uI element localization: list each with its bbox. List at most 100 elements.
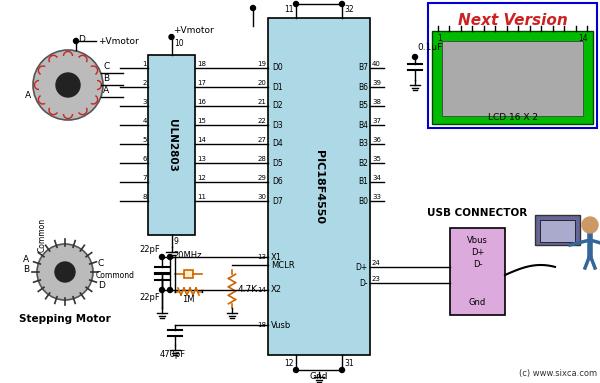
- Text: B: B: [103, 74, 109, 83]
- Text: PIC18F4550: PIC18F4550: [314, 149, 324, 224]
- Text: 0.1uF: 0.1uF: [417, 43, 442, 52]
- Text: 16: 16: [197, 99, 206, 105]
- Text: 30: 30: [257, 194, 266, 200]
- Circle shape: [413, 54, 418, 59]
- Circle shape: [160, 254, 164, 260]
- Circle shape: [74, 39, 79, 44]
- Circle shape: [340, 2, 344, 7]
- Text: Vbus: Vbus: [467, 236, 488, 245]
- Text: 1: 1: [143, 61, 147, 67]
- Text: 17: 17: [197, 80, 206, 86]
- Text: 29: 29: [257, 175, 266, 181]
- Text: 21: 21: [257, 99, 266, 105]
- Text: D5: D5: [272, 159, 283, 167]
- Bar: [540, 220, 575, 242]
- Text: B0: B0: [358, 196, 368, 206]
- Text: 34: 34: [372, 175, 381, 181]
- Text: D2: D2: [272, 101, 283, 111]
- Text: +Vmotor: +Vmotor: [253, 0, 294, 2]
- Text: C: C: [98, 260, 104, 268]
- Text: 11: 11: [197, 194, 206, 200]
- Text: Common: Common: [37, 218, 47, 252]
- Text: Next Version: Next Version: [458, 13, 568, 28]
- Text: B: B: [23, 265, 29, 273]
- Text: 20: 20: [257, 80, 266, 86]
- Text: A: A: [23, 255, 29, 265]
- Text: +Vmotor: +Vmotor: [98, 36, 139, 46]
- Text: B6: B6: [358, 82, 368, 92]
- Text: 31: 31: [344, 358, 353, 368]
- Text: +Vmotor: +Vmotor: [173, 26, 214, 35]
- Text: D4: D4: [272, 139, 283, 149]
- Text: 8: 8: [143, 194, 147, 200]
- Text: MCLR: MCLR: [271, 260, 295, 270]
- Circle shape: [582, 217, 598, 233]
- Text: 22pF: 22pF: [139, 293, 160, 303]
- Text: 11: 11: [284, 5, 294, 15]
- Circle shape: [340, 368, 344, 373]
- Bar: [450, 228, 505, 315]
- Bar: [442, 41, 583, 116]
- Text: 36: 36: [372, 137, 381, 143]
- Text: 35: 35: [372, 156, 381, 162]
- Bar: [148, 55, 195, 235]
- Text: D3: D3: [272, 121, 283, 129]
- Text: D: D: [98, 282, 105, 290]
- Text: D: D: [78, 36, 85, 44]
- Text: 10: 10: [175, 39, 184, 47]
- Text: 7: 7: [143, 175, 147, 181]
- Text: 14: 14: [578, 34, 588, 43]
- Text: 40: 40: [372, 61, 381, 67]
- Text: B2: B2: [358, 159, 368, 167]
- Text: D-: D-: [473, 260, 482, 269]
- Text: B4: B4: [358, 121, 368, 129]
- Text: D7: D7: [272, 196, 283, 206]
- Bar: [535, 215, 580, 245]
- Text: 6: 6: [143, 156, 147, 162]
- Text: Gnd: Gnd: [310, 372, 328, 381]
- Circle shape: [167, 254, 173, 260]
- Text: Vusb: Vusb: [271, 321, 291, 329]
- Text: D6: D6: [272, 177, 283, 187]
- Text: 27: 27: [257, 137, 266, 143]
- Text: X1: X1: [271, 252, 282, 262]
- Text: 24: 24: [372, 260, 381, 266]
- Circle shape: [169, 34, 174, 39]
- Text: 20MHz: 20MHz: [174, 250, 202, 260]
- Text: B7: B7: [358, 64, 368, 72]
- Text: 22: 22: [257, 118, 266, 124]
- Text: 28: 28: [257, 156, 266, 162]
- Text: B1: B1: [358, 177, 368, 187]
- Text: 38: 38: [372, 99, 381, 105]
- Circle shape: [167, 288, 173, 293]
- Circle shape: [37, 244, 93, 300]
- Text: 470pF: 470pF: [160, 350, 186, 359]
- Text: D+: D+: [471, 248, 484, 257]
- Text: 13: 13: [257, 254, 266, 260]
- Text: 3: 3: [143, 99, 147, 105]
- Circle shape: [251, 5, 256, 10]
- Text: 12: 12: [197, 175, 206, 181]
- Text: 4.7K: 4.7K: [238, 285, 258, 293]
- Text: 14: 14: [197, 137, 206, 143]
- Text: D1: D1: [272, 82, 283, 92]
- Bar: [184, 270, 193, 278]
- Text: (c) www.sixca.com: (c) www.sixca.com: [519, 369, 597, 378]
- Text: USB CONNECTOR: USB CONNECTOR: [427, 208, 527, 218]
- Text: 12: 12: [284, 358, 294, 368]
- Text: D0: D0: [272, 64, 283, 72]
- Text: 23: 23: [372, 276, 381, 282]
- Text: 1M: 1M: [182, 296, 194, 304]
- Text: 22pF: 22pF: [139, 244, 160, 254]
- Circle shape: [56, 73, 80, 97]
- Text: 5: 5: [143, 137, 147, 143]
- Text: 4: 4: [143, 118, 147, 124]
- Text: LCD 16 X 2: LCD 16 X 2: [487, 113, 538, 122]
- Bar: [428, 3, 597, 128]
- Text: Gnd: Gnd: [469, 298, 486, 307]
- Text: 18: 18: [197, 61, 206, 67]
- Text: X2: X2: [271, 285, 282, 295]
- Text: 1: 1: [437, 34, 442, 43]
- Circle shape: [33, 50, 103, 120]
- Text: 9: 9: [173, 236, 178, 246]
